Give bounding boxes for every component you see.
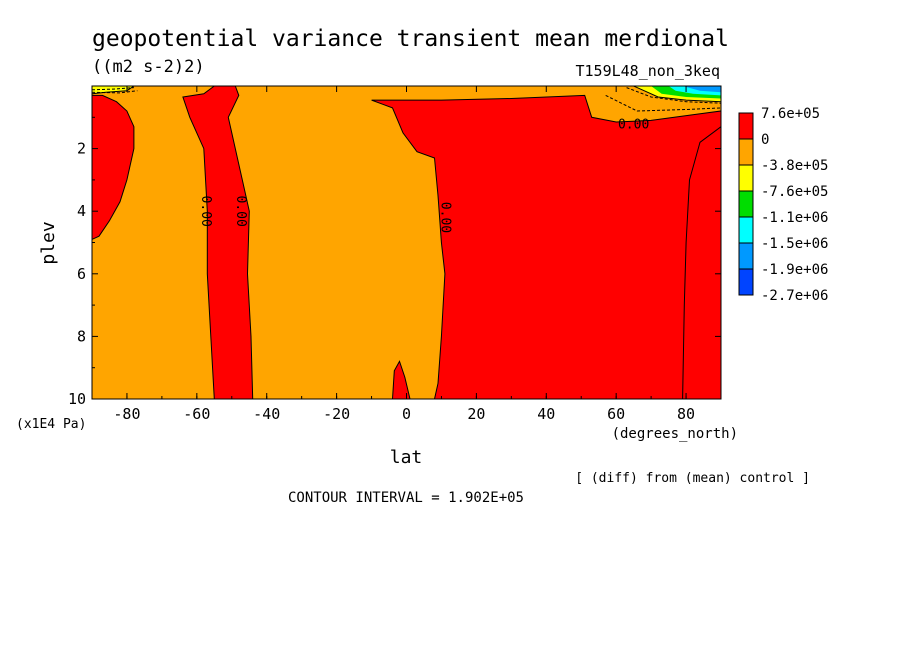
y-tick-label: 4 [77, 202, 86, 220]
x-tick-label: 80 [677, 405, 695, 423]
negative-contour-3 [91, 87, 134, 91]
y-tick-label: 10 [68, 390, 86, 408]
note-text: [ (diff) from (mean) control ] [575, 471, 810, 486]
x-tick-label: -40 [253, 405, 280, 423]
legend-label: -1.1e+06 [761, 210, 828, 226]
x-tick-label: 40 [537, 405, 555, 423]
y-tick-label: 8 [77, 327, 86, 345]
y-axis-label: plev [38, 221, 59, 264]
chart-title: geopotential variance transient mean mer… [92, 26, 729, 52]
contour-label: 0.00 [437, 202, 452, 233]
legend-swatch [738, 138, 754, 166]
contour-label: 0.00 [233, 196, 248, 227]
x-axis-units: (degrees_north) [612, 426, 738, 442]
x-tick-label: -20 [323, 405, 350, 423]
y-axis-units: (x1E4 Pa) [16, 417, 86, 432]
legend-label: -1.9e+06 [761, 262, 828, 278]
contour-label: 0.00 [198, 196, 213, 227]
positive-region-south-polar-cell [91, 94, 135, 241]
x-tick-label: 60 [607, 405, 625, 423]
run-label: T159L48_non_3keq [576, 62, 721, 80]
legend-label: 7.6e+05 [761, 106, 820, 122]
y-tick-label: 6 [77, 265, 86, 283]
plot-area: 0.00 0.00 0.00 0.00 [91, 85, 722, 400]
x-tick-label: 0 [402, 405, 411, 423]
legend-label: -7.6e+05 [761, 184, 828, 200]
negative-contours [91, 87, 722, 112]
contour-interval-text: CONTOUR INTERVAL = 1.902E+05 [288, 490, 524, 506]
legend-swatch [738, 268, 754, 296]
contour-label: 0.00 [618, 118, 649, 133]
legend-label: -3.8e+05 [761, 158, 828, 174]
legend-swatch [738, 190, 754, 218]
legend-label: -1.5e+06 [761, 236, 828, 252]
legend-swatch [738, 242, 754, 270]
y-tick-label: 2 [77, 140, 86, 158]
contour-line-north-polar-line [682, 126, 722, 400]
legend-label: 0 [761, 132, 769, 148]
negative-band-3 [682, 86, 721, 93]
legend-swatch [738, 112, 754, 140]
legend-swatch [738, 216, 754, 244]
color-legend: 7.6e+05 0 -3.8e+05 -7.6e+05 -1.1e+06 -1.5e+06… [738, 106, 828, 304]
x-tick-label: 20 [467, 405, 485, 423]
x-axis-label: lat [390, 447, 423, 468]
legend-swatch [738, 164, 754, 192]
chart-units: ((m2 s-2)2) [92, 57, 205, 77]
x-tick-label: -80 [113, 405, 140, 423]
legend-label: -2.7e+06 [761, 288, 828, 304]
x-tick-label: -60 [183, 405, 210, 423]
negative-contour-2 [605, 94, 722, 112]
